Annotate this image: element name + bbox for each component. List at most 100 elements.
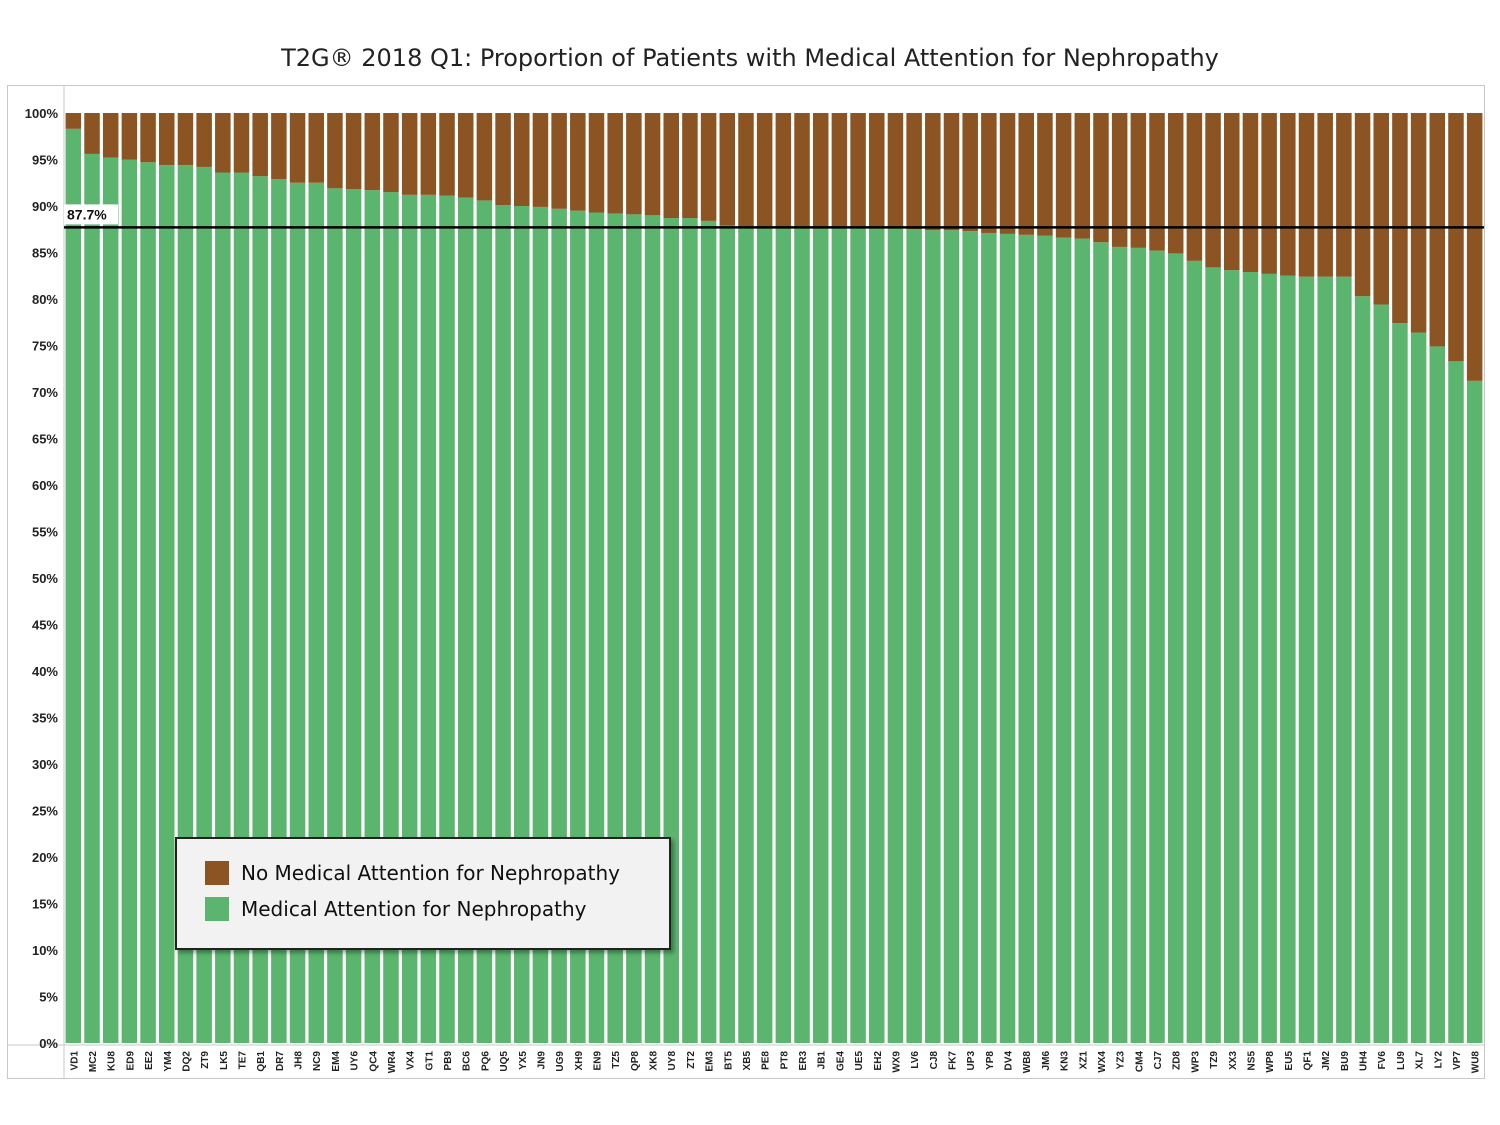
bar-no-medical-attention bbox=[401, 113, 418, 195]
x-tick-label: UH4 bbox=[1359, 1051, 1370, 1071]
x-tick-label: LV6 bbox=[910, 1051, 921, 1069]
bar-medical-attention bbox=[159, 165, 175, 1043]
bar-no-medical-attention bbox=[626, 113, 642, 215]
bar-no-medical-attention bbox=[1448, 113, 1464, 362]
bar-medical-attention bbox=[1448, 361, 1464, 1043]
x-tick-label: LU9 bbox=[1396, 1051, 1407, 1070]
bar-medical-attention bbox=[756, 226, 773, 1043]
x-tick-label: NC9 bbox=[312, 1051, 323, 1071]
y-tick-label: 60% bbox=[32, 478, 58, 493]
bar-medical-attention bbox=[289, 182, 306, 1043]
y-tick-label: 20% bbox=[32, 850, 58, 865]
bar-no-medical-attention bbox=[1410, 113, 1427, 333]
bar-medical-attention bbox=[775, 226, 792, 1043]
bar-no-medical-attention bbox=[943, 113, 960, 231]
bar-no-medical-attention bbox=[794, 113, 810, 227]
reference-label-background bbox=[64, 204, 118, 225]
x-tick-label: KN3 bbox=[1060, 1051, 1071, 1071]
x-tick-label: XX3 bbox=[1228, 1051, 1239, 1070]
bar-medical-attention bbox=[514, 206, 530, 1043]
bar-no-medical-attention bbox=[719, 113, 736, 226]
bar-no-medical-attention bbox=[1392, 113, 1408, 324]
y-tick-label: 65% bbox=[32, 432, 58, 447]
bar-medical-attention bbox=[906, 229, 922, 1043]
bar-no-medical-attention bbox=[999, 113, 1016, 234]
bar-no-medical-attention bbox=[1186, 113, 1203, 261]
bar-no-medical-attention bbox=[233, 113, 250, 173]
bar-no-medical-attention bbox=[1055, 113, 1072, 238]
bar-no-medical-attention bbox=[196, 113, 212, 167]
bar-no-medical-attention bbox=[738, 113, 754, 227]
x-tick-label: CJ7 bbox=[1153, 1051, 1164, 1070]
bar-medical-attention bbox=[1392, 323, 1408, 1043]
bar-medical-attention bbox=[626, 214, 642, 1043]
bar-no-medical-attention bbox=[887, 113, 904, 229]
bar-medical-attention bbox=[65, 128, 82, 1043]
x-tick-label: YZ3 bbox=[1116, 1051, 1127, 1070]
bar-medical-attention bbox=[1354, 296, 1371, 1044]
bar-medical-attention bbox=[1224, 270, 1240, 1043]
bar-no-medical-attention bbox=[1130, 113, 1147, 248]
bar-no-medical-attention bbox=[962, 113, 978, 232]
x-tick-label: FK7 bbox=[948, 1051, 959, 1070]
legend-label: Medical Attention for Nephropathy bbox=[241, 897, 587, 921]
bar-no-medical-attention bbox=[439, 113, 455, 196]
x-tick-label: XK8 bbox=[649, 1051, 660, 1071]
x-tick-label: WU8 bbox=[1471, 1051, 1482, 1074]
y-tick-label: 55% bbox=[32, 525, 58, 540]
bar-no-medical-attention bbox=[756, 113, 773, 227]
x-tick-label: UY8 bbox=[667, 1051, 678, 1071]
bar-no-medical-attention bbox=[869, 113, 885, 228]
x-tick-label: WP8 bbox=[1265, 1051, 1276, 1073]
x-tick-label: BC6 bbox=[462, 1051, 473, 1071]
bar-medical-attention bbox=[1261, 273, 1277, 1043]
bar-no-medical-attention bbox=[682, 113, 698, 219]
bar-medical-attention bbox=[1074, 238, 1091, 1044]
bar-no-medical-attention bbox=[812, 113, 829, 228]
bar-medical-attention bbox=[738, 226, 754, 1043]
bar-no-medical-attention bbox=[831, 113, 848, 228]
bar-medical-attention bbox=[1205, 267, 1221, 1043]
bar-no-medical-attention bbox=[532, 113, 549, 207]
bar-medical-attention bbox=[1298, 276, 1315, 1043]
y-tick-label: 95% bbox=[32, 153, 58, 168]
x-tick-label: JH8 bbox=[294, 1051, 305, 1070]
x-tick-label: UQ5 bbox=[499, 1051, 510, 1072]
x-tick-label: ZD8 bbox=[1172, 1051, 1183, 1070]
x-tick-label: XH9 bbox=[574, 1051, 585, 1071]
bar-no-medical-attention bbox=[420, 113, 437, 195]
y-tick-label: 45% bbox=[32, 618, 58, 633]
bar-no-medical-attention bbox=[981, 113, 997, 233]
x-tick-label: FV6 bbox=[1377, 1051, 1388, 1070]
x-tick-label: EM4 bbox=[331, 1051, 342, 1072]
x-tick-label: JM6 bbox=[1041, 1051, 1052, 1071]
legend-item-no-attention: No Medical Attention for Nephropathy bbox=[205, 859, 620, 887]
x-tick-label: YM4 bbox=[163, 1051, 174, 1072]
chart-frame bbox=[7, 85, 1485, 1079]
bar-no-medical-attention bbox=[1018, 113, 1034, 235]
bar-no-medical-attention bbox=[1224, 113, 1240, 271]
bar-no-medical-attention bbox=[1429, 113, 1446, 347]
y-tick-label: 10% bbox=[32, 943, 58, 958]
x-tick-label: WB8 bbox=[1022, 1051, 1033, 1074]
bar-medical-attention bbox=[1149, 250, 1165, 1043]
y-tick-label: 15% bbox=[32, 897, 58, 912]
bar-medical-attention bbox=[700, 220, 717, 1043]
bar-medical-attention bbox=[962, 231, 978, 1044]
bar-medical-attention bbox=[1167, 253, 1184, 1043]
x-tick-label: QP8 bbox=[630, 1051, 641, 1071]
bar-no-medical-attention bbox=[495, 113, 511, 206]
bar-no-medical-attention bbox=[700, 113, 717, 221]
bar-no-medical-attention bbox=[925, 113, 941, 231]
bar-medical-attention bbox=[252, 176, 268, 1044]
x-tick-label: DR7 bbox=[275, 1051, 286, 1071]
bar-medical-attention bbox=[420, 194, 437, 1044]
x-tick-label: CJ8 bbox=[929, 1051, 940, 1070]
bar-no-medical-attention bbox=[159, 113, 175, 166]
bar-medical-attention bbox=[495, 205, 511, 1043]
x-tick-label: UP3 bbox=[966, 1051, 977, 1071]
y-tick-label: 40% bbox=[32, 664, 58, 679]
bar-no-medical-attention bbox=[1466, 113, 1483, 381]
legend-swatch-green bbox=[205, 897, 229, 921]
bar-no-medical-attention bbox=[588, 113, 605, 213]
